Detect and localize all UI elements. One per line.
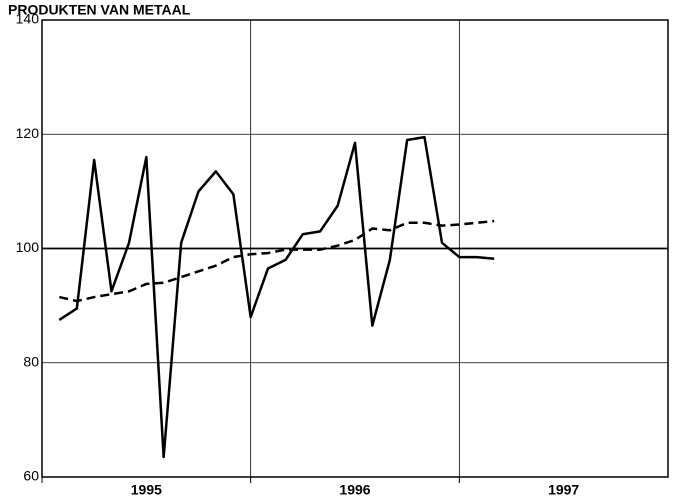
y-tick-label: 120	[16, 125, 40, 141]
x-tick-label: 1996	[339, 482, 370, 498]
y-tick-label: 100	[16, 239, 40, 255]
x-tick-label: 1995	[131, 482, 162, 498]
chart-title: PRODUKTEN VAN METAAL	[8, 2, 191, 18]
data-line	[59, 219, 495, 303]
y-tick-label: 60	[23, 468, 39, 484]
data-line	[58, 135, 495, 459]
y-tick-label: 140	[16, 11, 40, 27]
x-tick-label: 1997	[548, 482, 579, 498]
y-tick-label: 80	[23, 353, 39, 369]
